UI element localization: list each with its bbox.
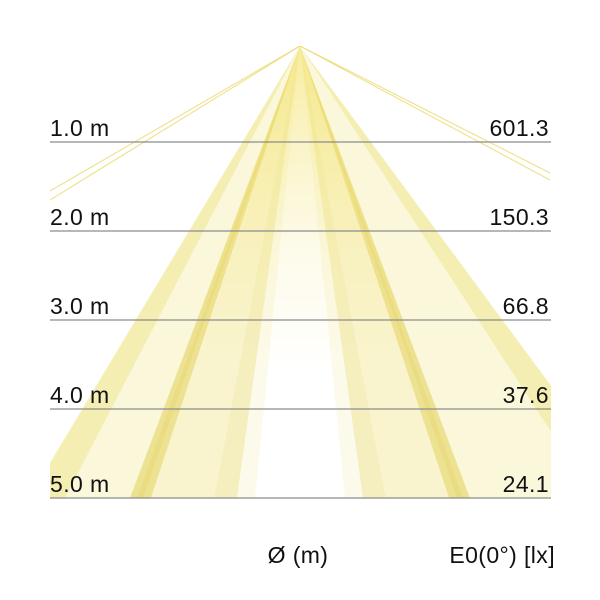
beam-wedge: [300, 46, 551, 498]
grid-layer: [50, 141, 551, 499]
illuminance-label-4: 37.6: [503, 382, 549, 408]
labels-layer: 1.0 m 2.0 m 3.0 m 4.0 m 5.0 m 601.3 150.…: [50, 115, 555, 568]
illuminance-label-2: 150.3: [489, 204, 549, 230]
x-axis-label: Ø (m): [268, 542, 329, 568]
beam-edge-line: [50, 46, 301, 192]
beam-edge-line: [299, 46, 551, 181]
beam-inner-line: [137, 46, 300, 498]
right-axis-label: E0(0°) [lx]: [449, 542, 555, 568]
beam-core: [130, 46, 470, 498]
distance-label-2: 2.0 m: [50, 204, 110, 230]
illuminance-label-5: 24.1: [503, 471, 549, 497]
distance-label-5: 5.0 m: [50, 471, 110, 497]
illuminance-label-1: 601.3: [489, 115, 549, 141]
distance-label-3: 3.0 m: [50, 293, 110, 319]
beam-wedge: [65, 46, 300, 498]
beam-edge-line: [50, 46, 301, 201]
beam-inner-line: [300, 46, 463, 498]
beam-wedge: [50, 46, 300, 498]
distance-label-4: 4.0 m: [50, 382, 110, 408]
illuminance-label-3: 66.8: [503, 293, 549, 319]
distance-label-1: 1.0 m: [50, 115, 110, 141]
beam-wedge: [300, 46, 551, 432]
beam-edge-line: [299, 46, 551, 174]
light-beam: [50, 46, 551, 498]
